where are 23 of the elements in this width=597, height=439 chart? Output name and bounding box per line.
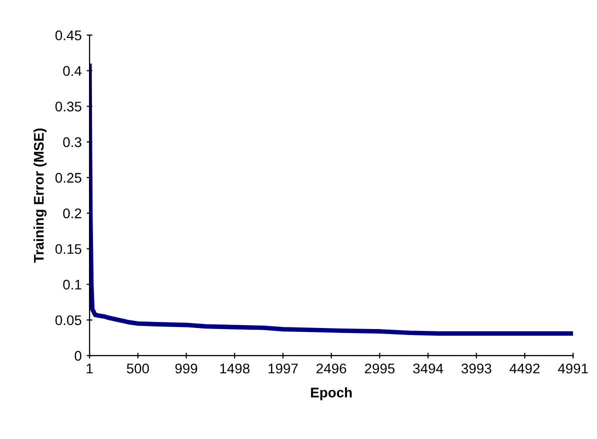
y-tick-label: 0.45 — [55, 30, 82, 40]
x-tick-label: 2496 — [316, 364, 346, 374]
y-tick-label: 0 — [74, 350, 82, 361]
y-tick-label: 0.35 — [55, 102, 82, 112]
y-tick-label: 0.2 — [63, 208, 82, 218]
x-tick-label: 500 — [126, 364, 149, 374]
x-tick-label: 3993 — [461, 364, 492, 374]
x-tick-label: 1 — [86, 364, 93, 374]
y-tick-label: 0.05 — [55, 315, 82, 326]
y-tick-label: 0.25 — [55, 172, 82, 183]
x-tick-label: 1498 — [220, 364, 250, 374]
x-tick-label: 4492 — [510, 364, 540, 374]
y-tick-label: 0.1 — [63, 280, 82, 290]
x-tick-label: 999 — [175, 364, 198, 374]
x-tick-label: 4991 — [558, 364, 588, 374]
x-tick-label: 1997 — [268, 364, 298, 374]
y-axis-title: Training Error (MSE) — [34, 128, 47, 263]
y-tick-label: 0.4 — [63, 66, 82, 76]
y-tick-label: 0.3 — [63, 137, 82, 148]
x-axis-title: Epoch — [311, 387, 352, 400]
y-tick-label: 0.15 — [55, 244, 82, 254]
x-tick-label: 3494 — [413, 364, 444, 374]
x-tick-label: 2995 — [364, 364, 395, 374]
